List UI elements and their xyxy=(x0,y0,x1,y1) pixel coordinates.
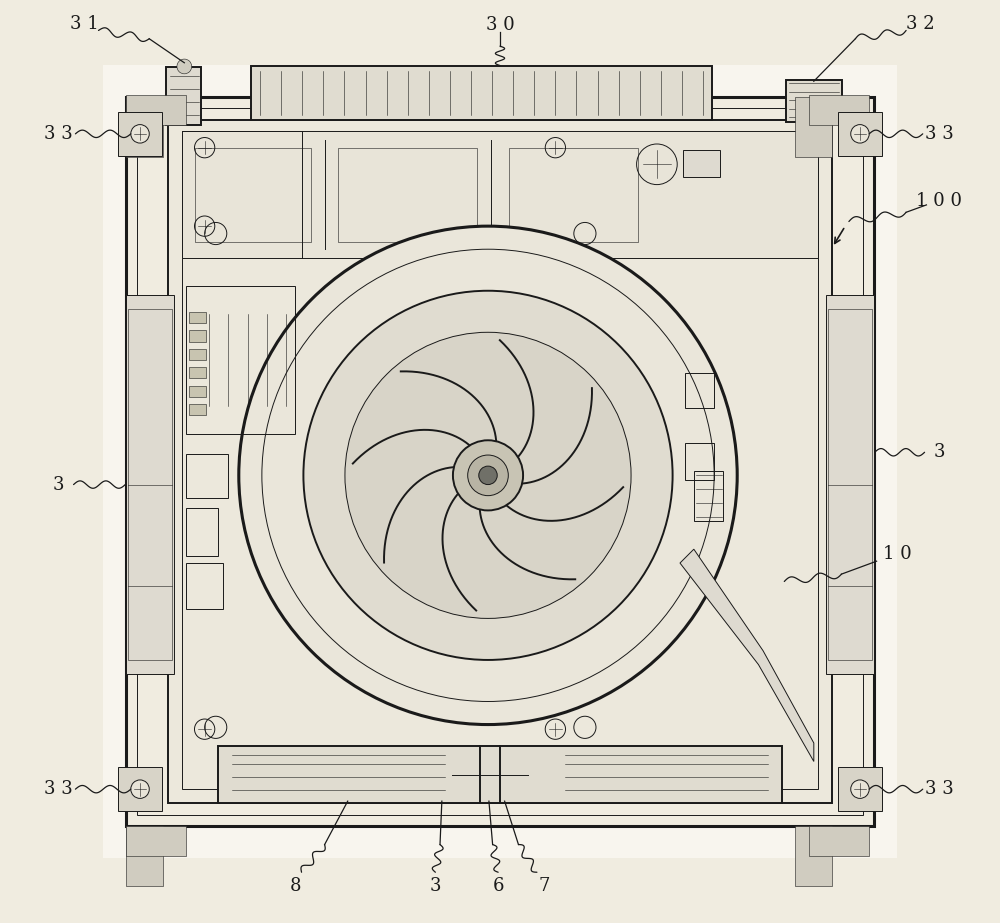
Bar xyxy=(509,148,638,242)
Bar xyxy=(137,108,863,815)
Bar xyxy=(795,826,832,886)
Bar xyxy=(189,386,206,397)
Text: 3 3: 3 3 xyxy=(925,125,954,143)
Circle shape xyxy=(479,466,497,485)
Circle shape xyxy=(468,455,508,496)
Text: 6: 6 xyxy=(492,877,504,895)
Bar xyxy=(126,97,874,826)
Text: 3 3: 3 3 xyxy=(925,780,954,798)
Bar xyxy=(795,97,832,157)
Bar xyxy=(118,112,162,156)
Text: 1 0 0: 1 0 0 xyxy=(916,192,962,210)
Bar xyxy=(186,508,218,556)
Text: 3 2: 3 2 xyxy=(906,15,934,33)
Bar xyxy=(218,746,782,803)
Circle shape xyxy=(131,125,149,143)
Text: 3: 3 xyxy=(53,475,65,494)
Bar xyxy=(694,471,723,521)
Bar xyxy=(128,309,172,660)
Bar xyxy=(182,131,818,258)
Bar xyxy=(189,312,206,323)
Circle shape xyxy=(851,780,869,798)
Bar xyxy=(838,767,882,811)
Bar xyxy=(186,454,228,498)
Text: 8: 8 xyxy=(289,877,301,895)
Text: 3 1: 3 1 xyxy=(70,15,99,33)
Bar xyxy=(126,826,186,856)
Text: 3 3: 3 3 xyxy=(44,780,73,798)
Bar xyxy=(182,134,818,789)
Bar xyxy=(126,95,186,125)
Bar xyxy=(126,295,174,674)
Bar xyxy=(189,367,206,378)
Circle shape xyxy=(303,291,673,660)
Bar xyxy=(168,120,832,803)
Bar xyxy=(189,349,206,360)
Bar xyxy=(126,97,163,157)
Bar xyxy=(103,65,897,858)
Text: 3 3: 3 3 xyxy=(44,125,73,143)
Bar xyxy=(126,826,163,886)
Bar xyxy=(809,826,869,856)
Text: 3 0: 3 0 xyxy=(486,16,514,34)
Circle shape xyxy=(453,440,523,510)
Bar xyxy=(685,443,714,480)
Bar xyxy=(166,67,201,125)
Bar xyxy=(828,309,872,660)
Circle shape xyxy=(239,226,737,725)
Bar xyxy=(118,767,162,811)
Circle shape xyxy=(851,125,869,143)
Bar xyxy=(251,66,712,120)
Text: 1 0: 1 0 xyxy=(883,545,911,563)
Bar xyxy=(838,112,882,156)
Bar xyxy=(809,95,869,125)
Text: 3: 3 xyxy=(430,877,441,895)
Bar xyxy=(786,80,842,122)
Bar xyxy=(186,563,223,609)
Bar xyxy=(683,150,720,177)
Bar xyxy=(826,295,874,674)
Text: 7: 7 xyxy=(539,877,550,895)
Polygon shape xyxy=(680,549,814,761)
Bar xyxy=(338,148,477,242)
Bar xyxy=(685,373,714,408)
Bar xyxy=(186,286,295,434)
Circle shape xyxy=(131,780,149,798)
Bar xyxy=(189,404,206,415)
Circle shape xyxy=(177,59,192,74)
Text: 3: 3 xyxy=(934,443,945,462)
Circle shape xyxy=(345,332,631,618)
Bar xyxy=(189,330,206,342)
Bar xyxy=(195,148,311,242)
